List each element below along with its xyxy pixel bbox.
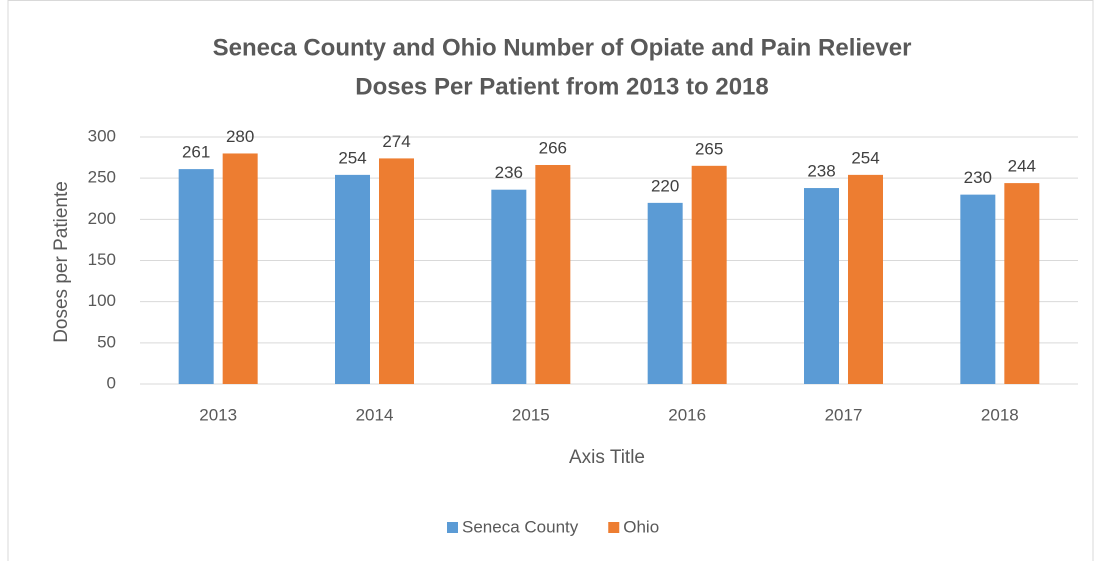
bar <box>535 164 571 384</box>
data-label: 265 <box>695 139 723 158</box>
data-label: 236 <box>495 163 523 182</box>
y-tick-label: 50 <box>97 332 116 351</box>
data-label: 254 <box>851 148 879 167</box>
x-tick-label: 2014 <box>356 405 394 424</box>
y-tick-label: 200 <box>88 209 116 228</box>
data-label: 274 <box>382 132 410 151</box>
x-tick-label: 2017 <box>825 405 863 424</box>
legend-swatch <box>447 522 458 533</box>
data-label: 254 <box>338 148 366 167</box>
data-label: 244 <box>1008 157 1036 176</box>
bar <box>848 174 883 384</box>
bar <box>491 189 527 384</box>
bar <box>960 194 996 384</box>
y-tick-label: 0 <box>107 373 116 392</box>
bar <box>379 158 414 384</box>
data-label: 280 <box>226 127 254 146</box>
bar <box>335 174 370 384</box>
bar <box>647 202 683 384</box>
bar <box>1004 183 1040 384</box>
chart-title: Seneca County and Ohio Number of Opiate … <box>213 34 912 61</box>
data-label: 266 <box>539 138 567 157</box>
y-axis-title: Doses per Patiente <box>51 181 72 343</box>
y-tick-label: 300 <box>88 126 116 145</box>
data-label: 238 <box>807 162 835 181</box>
x-tick-label: 2013 <box>199 405 237 424</box>
x-tick-label: 2018 <box>981 405 1019 424</box>
y-tick-label: 150 <box>88 250 116 269</box>
data-label: 230 <box>964 168 992 187</box>
data-label: 220 <box>651 176 679 195</box>
legend-label: Ohio <box>623 517 659 536</box>
legend-label: Seneca County <box>462 517 579 536</box>
data-label: 261 <box>182 143 210 162</box>
x-axis-title: Axis Title <box>569 447 645 468</box>
bar <box>178 169 214 384</box>
bar <box>222 153 258 384</box>
x-tick-label: 2015 <box>512 405 550 424</box>
y-tick-label: 100 <box>88 291 116 310</box>
bar <box>691 165 727 384</box>
y-tick-label: 250 <box>88 168 116 187</box>
bar <box>804 188 839 384</box>
chart-title: Doses Per Patient from 2013 to 2018 <box>355 73 769 100</box>
legend-swatch <box>608 522 620 533</box>
x-tick-label: 2016 <box>668 405 706 424</box>
